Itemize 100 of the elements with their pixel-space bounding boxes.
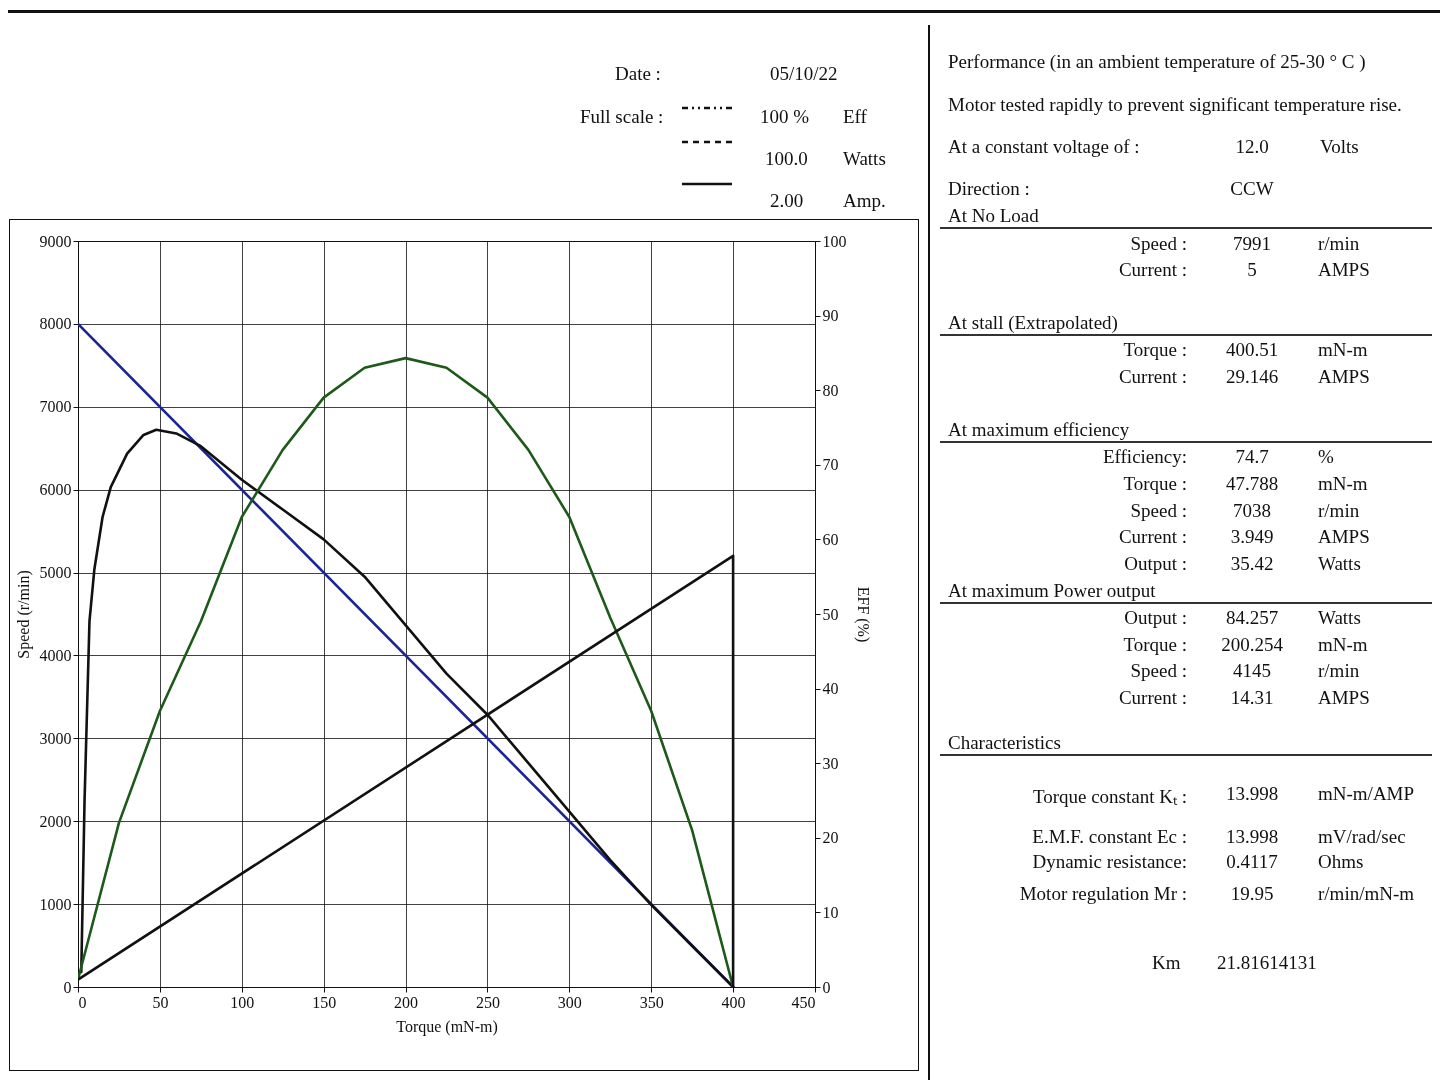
text: Current : — [1118, 526, 1187, 548]
y-tick-label: 2000 — [39, 812, 72, 830]
text: 21.81614131 — [1217, 952, 1317, 974]
x-tick-label: 50 — [152, 993, 169, 1011]
text: At maximum efficiency — [940, 419, 1432, 443]
text: % — [1318, 446, 1334, 468]
text: Current : — [1118, 366, 1187, 388]
text: 05/10/22 — [770, 63, 838, 85]
text: 19.95 — [1230, 883, 1274, 905]
text: r/min — [1318, 500, 1360, 522]
text: r/min — [1318, 660, 1360, 682]
text: Watts — [1318, 553, 1361, 575]
text: mN-m/AMP — [1318, 783, 1415, 805]
x-tick-label: 100 — [230, 993, 255, 1011]
y-tick-label: 6000 — [39, 481, 72, 499]
x-tick-label: 0 — [78, 993, 87, 1011]
text: 2.00 — [770, 190, 804, 212]
y-tick-label: 4000 — [39, 646, 72, 664]
text: At maximum Power output — [940, 580, 1432, 604]
y2-tick-label: 10 — [822, 903, 839, 921]
text: Motor regulation Mr : — [1019, 883, 1187, 905]
text: AMPS — [1318, 687, 1370, 709]
text: 35.42 — [1230, 553, 1274, 575]
text: Current : — [1118, 259, 1187, 281]
text: r/min/mN-m — [1318, 883, 1415, 905]
y-tick-label: 1000 — [39, 895, 72, 913]
text: r/min — [1318, 233, 1360, 255]
text: Speed : — [1130, 233, 1187, 255]
x-tick-label: 150 — [312, 993, 337, 1011]
y-tick-label: 7000 — [39, 398, 72, 416]
text: 100 % — [760, 106, 810, 128]
text: Output : — [1124, 607, 1187, 629]
text: Full scale : — [580, 106, 664, 128]
y2-tick-label: 80 — [822, 381, 839, 399]
y2-tick-label: 40 — [822, 680, 839, 698]
y2-axis-title: EFF (%) — [853, 586, 872, 643]
y-tick-label: 3000 — [39, 729, 72, 747]
text: Date : — [615, 63, 661, 85]
y2-tick-label: 100 — [822, 232, 847, 250]
text: Ohms — [1318, 851, 1364, 873]
x-axis-title: Torque (mN-m) — [396, 1017, 498, 1036]
x-tick-label: 200 — [394, 993, 419, 1011]
text: 200.254 — [1221, 634, 1283, 656]
text: At a constant voltage of : — [948, 136, 1140, 158]
y2-tick-label: 30 — [822, 754, 839, 772]
text: mN-m — [1318, 634, 1368, 656]
text: 74.7 — [1235, 446, 1269, 468]
text: 29.146 — [1225, 366, 1279, 388]
text: AMPS — [1318, 366, 1370, 388]
text: Amp. — [843, 190, 886, 212]
text: Current : — [1118, 687, 1187, 709]
text: 7991 — [1233, 233, 1271, 255]
text: 100.0 — [765, 148, 808, 170]
text: Torque : — [1123, 473, 1187, 495]
text: Torque : — [1123, 339, 1187, 361]
text: 12.0 — [1235, 136, 1269, 158]
x-tick-label: 300 — [557, 993, 582, 1011]
text: At No Load — [940, 205, 1432, 229]
x-tick-label: 400 — [721, 993, 746, 1011]
text: 7038 — [1233, 500, 1271, 522]
text: Watts — [843, 148, 886, 170]
text: At stall (Extrapolated) — [940, 312, 1432, 336]
text: AMPS — [1318, 259, 1370, 281]
text: 14.31 — [1230, 687, 1274, 709]
text: 0.4117 — [1226, 851, 1278, 873]
text: 4145 — [1233, 660, 1271, 682]
x-tick-label: 250 — [475, 993, 500, 1011]
text: 5 — [1247, 259, 1257, 281]
text: AMPS — [1318, 526, 1370, 548]
x-tick-label: 350 — [639, 993, 664, 1011]
text: 13.998 — [1225, 826, 1279, 848]
text: Dynamic resistance: — [1032, 851, 1187, 873]
y-tick-label: 0 — [63, 978, 72, 996]
text: Speed : — [1130, 660, 1187, 682]
text: mV/rad/sec — [1318, 826, 1406, 848]
y2-tick-label: 50 — [822, 605, 839, 623]
text: Torque constant Kₜ : — [1032, 785, 1187, 809]
text: Watts — [1318, 607, 1361, 629]
y2-tick-label: 20 — [822, 829, 839, 847]
text: E.M.F. constant Ec : — [1032, 826, 1187, 848]
y2-tick-label: 70 — [822, 456, 839, 474]
text: Volts — [1320, 136, 1359, 158]
text: Performance (in an ambient temperature of 25-30 ° C ) — [948, 51, 1366, 73]
y2-tick-label: 0 — [822, 978, 831, 996]
text: CCW — [1230, 178, 1274, 200]
text: Km — [1152, 952, 1181, 974]
y-tick-label: 9000 — [39, 232, 72, 250]
text: Direction : — [948, 178, 1030, 200]
text: 13.998 — [1225, 783, 1279, 805]
y2-tick-label: 90 — [822, 307, 839, 325]
y2-tick-label: 60 — [822, 530, 839, 548]
text: Output : — [1124, 553, 1187, 575]
text: Eff — [843, 106, 867, 128]
text: Motor tested rapidly to prevent significant temperature rise. — [948, 94, 1402, 116]
x-tick-label: 450 — [791, 993, 816, 1011]
y-axis-title: Speed (r/min) — [14, 570, 33, 659]
text: 3.949 — [1230, 526, 1274, 548]
text: 84.257 — [1225, 607, 1279, 629]
text: Speed : — [1130, 500, 1187, 522]
text: Torque : — [1123, 634, 1187, 656]
